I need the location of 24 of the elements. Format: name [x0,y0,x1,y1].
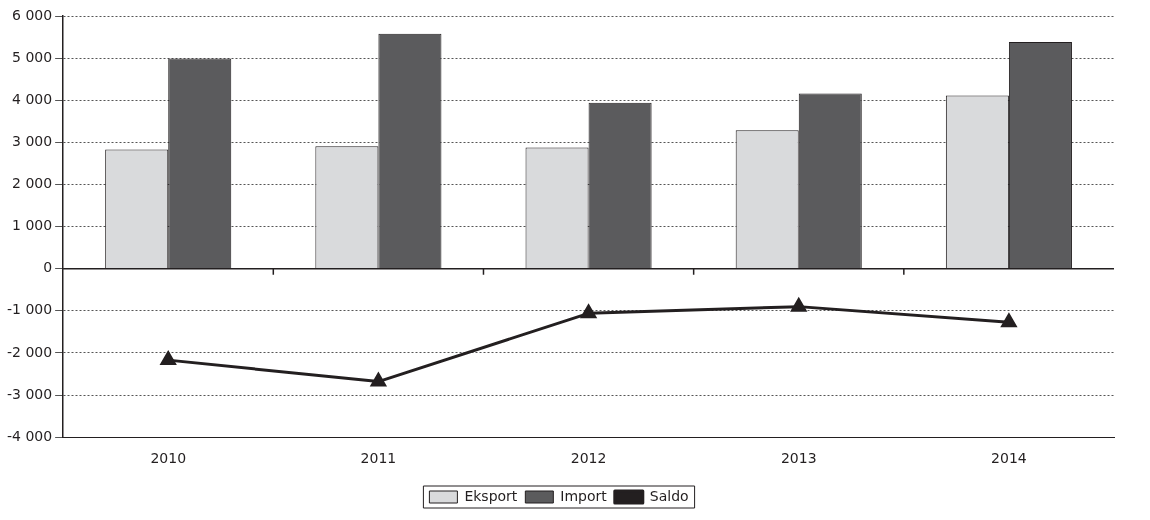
y-tick-label: -4 000 [6,427,53,444]
legend-label: Eksport [464,487,518,504]
y-tick-label: 2 000 [12,175,53,192]
y-tick-label: 5 000 [12,48,53,65]
y-tick-label: 1 000 [12,217,53,234]
x-tick-label: 2011 [360,450,397,467]
y-tick-label: 0 [43,259,53,276]
point [160,351,176,366]
point [370,373,386,387]
point [791,298,807,312]
y-tick-label: -1 000 [6,301,53,318]
y-tick-label: 3 000 [12,133,53,149]
y-tick-label: -2 000 [6,343,53,360]
x-tick-label: 2014 [991,450,1027,467]
x-tick-label: 2012 [570,450,607,467]
x-tick-label: 2010 [150,450,187,467]
legend-label: Saldo [649,487,689,504]
legend-label: Import [560,487,608,504]
y-tick-label: -3 000 [6,385,53,402]
point [581,304,597,319]
y-tick-label: 4 000 [12,90,53,107]
x-tick-label: 2013 [780,450,817,467]
y-tick-label: 6 000 [12,6,53,23]
point [1001,313,1017,328]
